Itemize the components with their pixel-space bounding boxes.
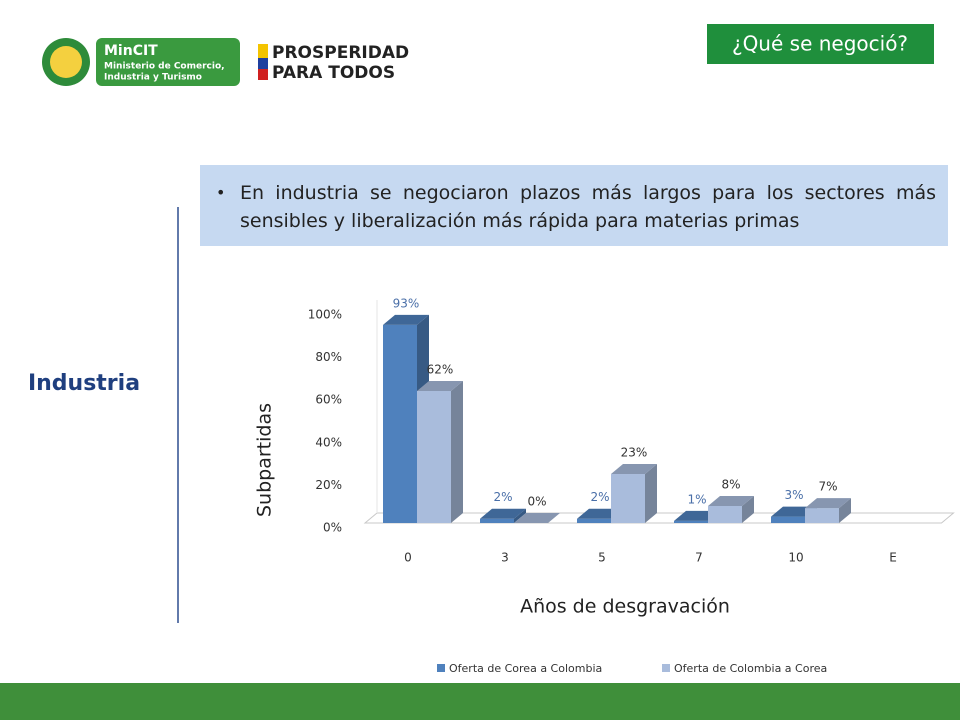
legend-swatch: [662, 664, 670, 672]
y-tick-label: 40%: [315, 435, 342, 449]
bar-top: [383, 314, 429, 325]
bar-top: [611, 464, 657, 475]
data-label: 3%: [784, 488, 803, 502]
data-label: 2%: [493, 490, 512, 504]
legend-label: Oferta de Corea a Colombia: [449, 662, 602, 675]
y-tick-label: 100%: [308, 308, 342, 322]
x-axis-label: Años de desgravación: [520, 596, 730, 618]
bar-top: [417, 380, 463, 391]
brand-line: PARA TODOS: [272, 63, 395, 83]
logo-line: Industria y Turismo: [104, 73, 202, 83]
data-label: 23%: [621, 446, 648, 460]
bar: [771, 516, 805, 523]
bar: [577, 518, 611, 523]
x-tick-label: 7: [695, 551, 703, 565]
logo-shield: [50, 46, 82, 78]
flag-blue: [258, 58, 268, 69]
y-tick-label: 0%: [323, 521, 342, 535]
legend-label: Oferta de Colombia a Corea: [674, 662, 827, 675]
data-label: 7%: [818, 480, 837, 494]
bar-top: [514, 513, 560, 523]
logo-name: MinCIT: [104, 43, 158, 59]
bar-side: [514, 508, 526, 523]
bar: [611, 474, 645, 523]
y-tick-label: 60%: [315, 393, 342, 407]
title-box: [707, 24, 934, 64]
bar-side: [839, 498, 851, 523]
x-tick-label: E: [889, 551, 897, 565]
x-tick-label: 10: [788, 551, 803, 565]
bar: [480, 518, 514, 523]
data-label: 8%: [721, 477, 740, 491]
x-tick-label: 3: [501, 551, 509, 565]
bar-top: [805, 498, 851, 509]
bar: [417, 390, 451, 523]
data-label: 0%: [527, 495, 546, 509]
y-axis-label: Subpartidas: [254, 403, 276, 517]
footer-bar: [0, 683, 960, 720]
bar-top: [708, 495, 754, 506]
y-tick-label: 20%: [315, 478, 342, 492]
bar-side: [645, 464, 657, 523]
legend-swatch: [437, 664, 445, 672]
data-label: 93%: [393, 296, 420, 310]
logo-line: Ministerio de Comercio,: [104, 62, 225, 72]
data-label: 62%: [427, 362, 454, 376]
bar-side: [742, 495, 754, 523]
bar-side: [451, 380, 463, 523]
side-label: Industria: [28, 371, 140, 396]
y-tick-label: 80%: [315, 350, 342, 364]
flag-red: [258, 69, 268, 80]
bar: [674, 520, 708, 523]
x-tick-label: 5: [598, 551, 606, 565]
data-label: 1%: [687, 492, 706, 506]
brand-line: PROSPERIDAD: [272, 43, 409, 63]
bar-top: [480, 508, 526, 519]
slide-title: ¿Qué se negoció?: [732, 32, 908, 56]
bar: [805, 508, 839, 523]
bar: [383, 324, 417, 523]
bullet-text: En industria se negociaron plazos más la…: [200, 165, 948, 246]
flag-yellow: [258, 44, 268, 58]
bar: [708, 505, 742, 523]
logo-box: [96, 38, 240, 86]
data-label: 2%: [590, 490, 609, 504]
x-tick-label: 0: [404, 551, 412, 565]
